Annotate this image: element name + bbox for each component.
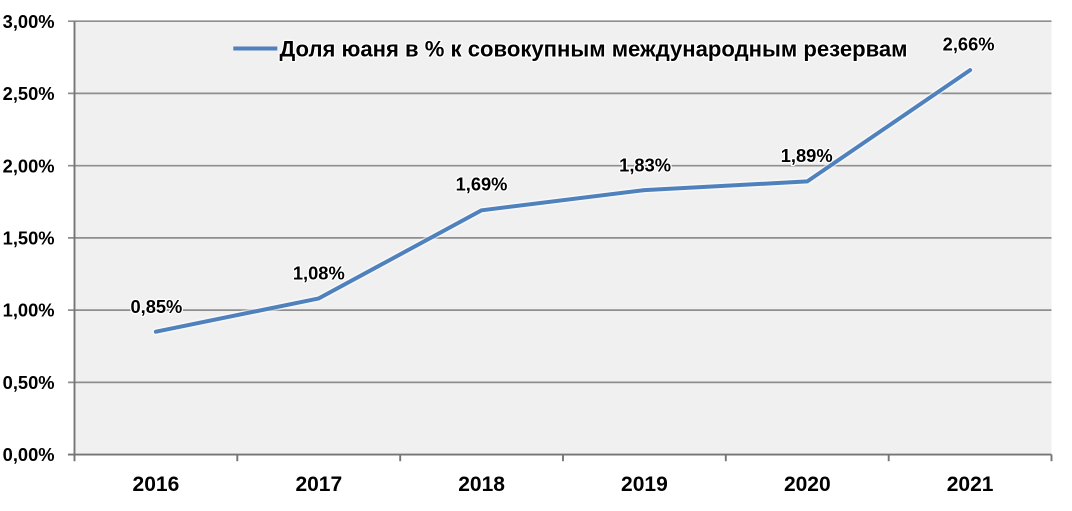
svg-text:2020: 2020 <box>784 473 831 496</box>
svg-text:1,00%: 1,00% <box>3 300 55 321</box>
svg-text:2016: 2016 <box>133 473 180 496</box>
svg-text:1,89%: 1,89% <box>781 145 833 166</box>
svg-text:2,50%: 2,50% <box>3 83 55 104</box>
svg-text:Доля юаня в % к совокупным меж: Доля юаня в % к совокупным международным… <box>280 36 908 61</box>
svg-text:2017: 2017 <box>295 473 342 496</box>
svg-text:2018: 2018 <box>458 473 505 496</box>
svg-text:2019: 2019 <box>621 473 668 496</box>
svg-text:0,00%: 0,00% <box>3 444 55 465</box>
svg-text:3,00%: 3,00% <box>3 11 55 32</box>
svg-text:1,08%: 1,08% <box>293 263 345 284</box>
svg-text:0,50%: 0,50% <box>3 372 55 393</box>
svg-text:2021: 2021 <box>947 473 994 496</box>
svg-text:2,00%: 2,00% <box>3 155 55 176</box>
svg-text:1,69%: 1,69% <box>456 174 508 195</box>
svg-text:2,66%: 2,66% <box>943 34 995 55</box>
svg-text:1,50%: 1,50% <box>3 228 55 249</box>
svg-text:1,83%: 1,83% <box>619 155 671 176</box>
svg-text:0,85%: 0,85% <box>130 296 182 317</box>
